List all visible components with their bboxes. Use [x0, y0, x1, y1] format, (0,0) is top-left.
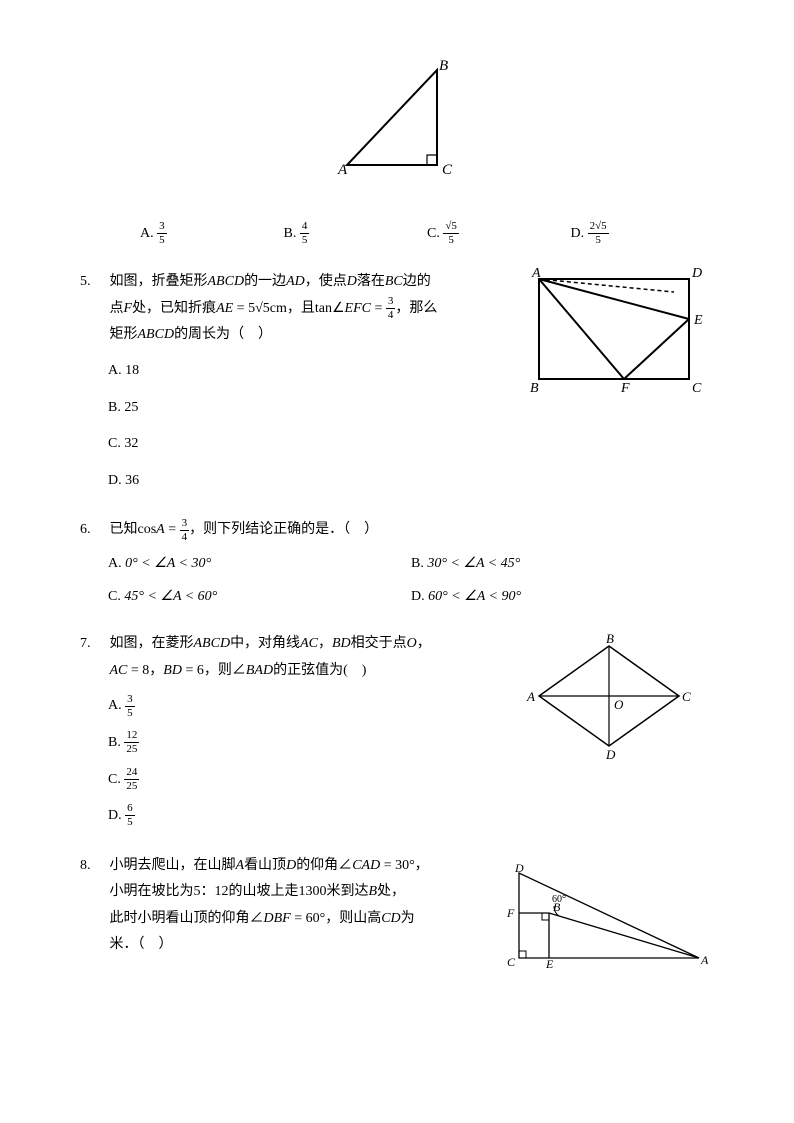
svg-text:A: A — [531, 266, 541, 281]
q4-optA: A. 35 — [140, 221, 284, 248]
q6-optB: B. 30° < ∠A < 45° — [411, 548, 714, 581]
q7-figure: A B C D O — [524, 631, 694, 772]
question-8: 8. 小明去爬山，在山脚A看山顶D的仰角∠CAD = 30°， 小明在坡比为5：… — [80, 853, 714, 959]
q4-optD: D. 2√55 — [571, 221, 715, 248]
svg-text:A: A — [700, 953, 709, 967]
q6-optC: C. 45° < ∠A < 60° — [108, 581, 411, 614]
svg-text:C: C — [507, 955, 516, 969]
q5-optC: C. 32 — [108, 426, 714, 463]
q6-stem: 已知cosA = 34，则下列结论正确的是．（ ） — [110, 517, 700, 544]
svg-text:F: F — [620, 381, 630, 396]
svg-text:O: O — [614, 697, 624, 712]
svg-text:B: B — [530, 381, 539, 396]
q6-number: 6. — [80, 517, 106, 544]
q6-optA: A. 0° < ∠A < 30° — [108, 548, 411, 581]
svg-text:D: D — [514, 861, 524, 875]
label-C: C — [442, 162, 453, 178]
q4-figure: A B C — [80, 60, 714, 191]
question-7: 7. 如图，在菱形ABCD中，对角线AC，BD相交于点O， AC = 8，BD … — [80, 631, 714, 835]
q7-stem: 如图，在菱形ABCD中，对角线AC，BD相交于点O， AC = 8，BD = 6… — [110, 631, 480, 684]
q4-options: A. 35 B. 45 C. √55 D. 2√55 — [80, 221, 714, 248]
q6-optD: D. 60° < ∠A < 90° — [411, 581, 714, 614]
svg-text:C: C — [682, 689, 691, 704]
q5-number: 5. — [80, 269, 106, 296]
svg-text:D: D — [605, 747, 616, 762]
question-5: 5. 如图，折叠矩形ABCD的一边AD，使点D落在BC边的 点F处，已知折痕AE… — [80, 269, 714, 499]
svg-text:E: E — [545, 957, 554, 971]
svg-text:A: A — [526, 689, 535, 704]
q5-figure: A D E B F C — [524, 264, 704, 405]
q8-stem: 小明去爬山，在山脚A看山顶D的仰角∠CAD = 30°， 小明在坡比为5：12的… — [110, 853, 480, 959]
svg-text:B: B — [606, 631, 614, 646]
svg-text:D: D — [691, 266, 702, 281]
label-A: A — [337, 162, 348, 178]
q8-number: 8. — [80, 853, 106, 880]
svg-text:C: C — [692, 381, 702, 396]
q8-figure: D F B C E A 60° — [504, 858, 714, 979]
question-6: 6. 已知cosA = 34，则下列结论正确的是．（ ） A. 0° < ∠A … — [80, 517, 714, 613]
label-B: B — [439, 58, 448, 74]
q7-number: 7. — [80, 631, 106, 658]
q4-optB: B. 45 — [284, 221, 428, 248]
svg-text:E: E — [693, 313, 703, 328]
q4-optC: C. √55 — [427, 221, 571, 248]
q7-optD: D. 65 — [108, 798, 714, 835]
q5-optD: D. 36 — [108, 463, 714, 500]
svg-text:60°: 60° — [552, 894, 566, 905]
q6-options: A. 0° < ∠A < 30° B. 30° < ∠A < 45° C. 45… — [80, 548, 714, 613]
q5-stem: 如图，折叠矩形ABCD的一边AD，使点D落在BC边的 点F处，已知折痕AE = … — [110, 269, 480, 349]
svg-text:F: F — [506, 906, 515, 920]
